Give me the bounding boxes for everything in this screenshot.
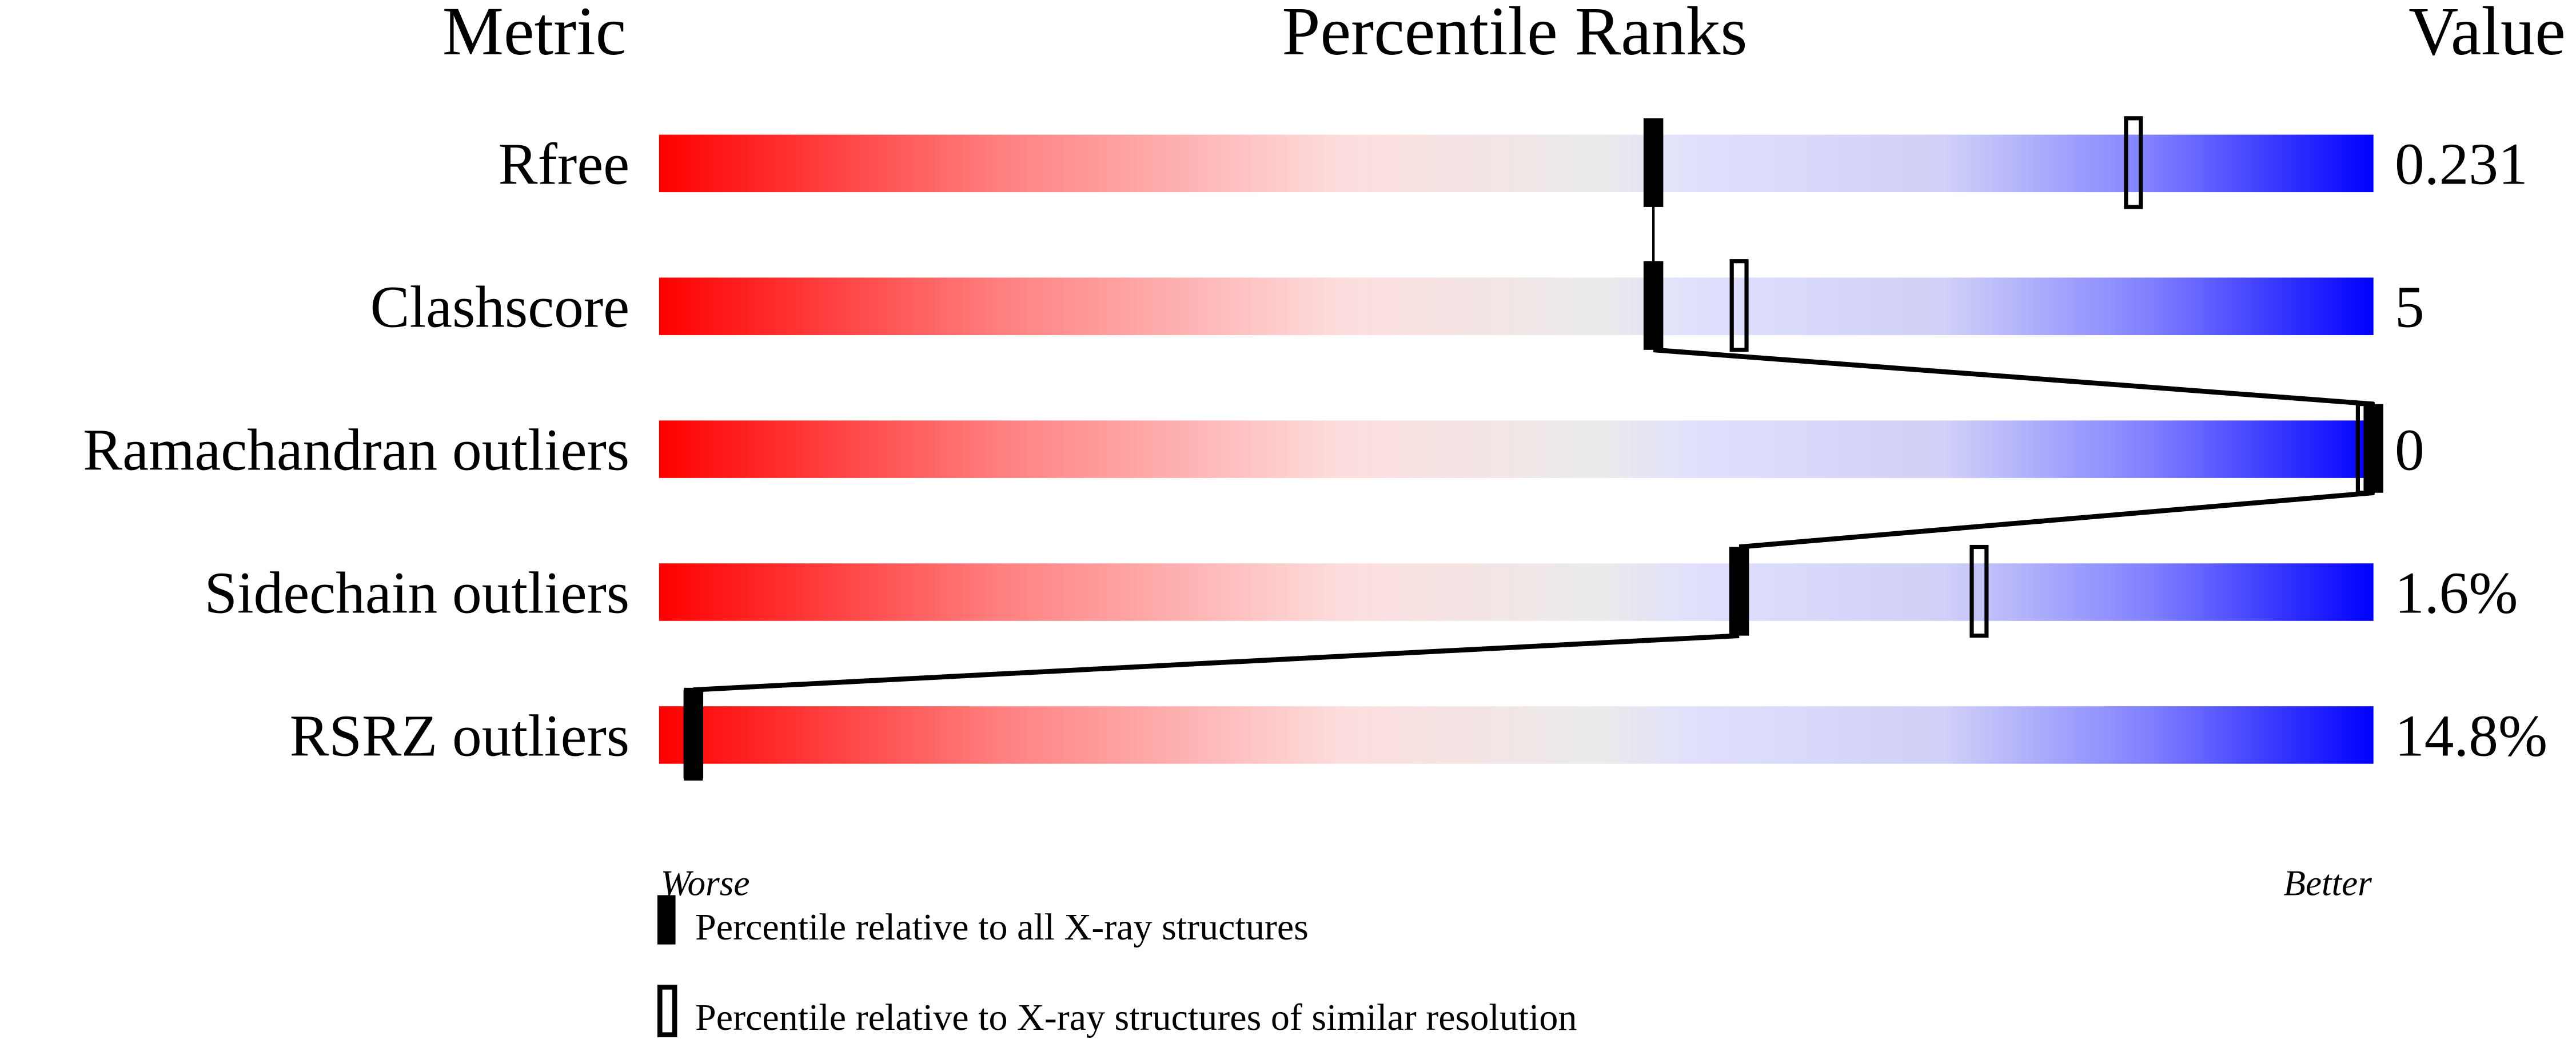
metric-value: 5: [2395, 275, 2425, 340]
marker-all-structures: [1643, 261, 1664, 350]
gradient-bar: [659, 706, 2374, 764]
marker-similar-resolution: [1729, 259, 1749, 352]
marker-all-structures: [2363, 404, 2383, 493]
metric-label: Ramachandran outliers: [83, 418, 629, 483]
gradient-bar: [659, 134, 2374, 193]
marker-all-structures: [1643, 118, 1664, 207]
marker-all-structures: [1729, 547, 1749, 636]
metric-value: 0.231: [2395, 132, 2528, 197]
metric-label: Sidechain outliers: [204, 560, 629, 626]
gradient-bar: [659, 563, 2374, 621]
axis-worse-label: Worse: [661, 863, 750, 903]
connector-line: [693, 633, 1740, 692]
header-percentile-ranks: Percentile Ranks: [1282, 0, 1747, 70]
gradient-bar: [659, 420, 2374, 478]
legend-filled-marker: [657, 895, 676, 945]
metric-value: 14.8%: [2395, 703, 2547, 769]
legend-label-similar: Percentile relative to X-ray structures …: [695, 997, 1577, 1038]
legend-open-marker: [657, 985, 677, 1037]
header-metric: Metric: [442, 0, 627, 70]
metric-label: Rfree: [499, 132, 630, 197]
legend-label-all: Percentile relative to all X-ray structu…: [695, 906, 1309, 948]
connector-line: [1738, 490, 2374, 550]
metric-label: Clashscore: [370, 275, 629, 340]
marker-all-structures: [683, 690, 704, 779]
metric-value: 1.6%: [2395, 560, 2518, 626]
header-value: Value: [2408, 0, 2566, 70]
axis-better-label: Better: [2283, 863, 2372, 903]
metric-label: RSRZ outliers: [290, 703, 630, 769]
metric-value: 0: [2395, 418, 2425, 483]
marker-similar-resolution: [2124, 116, 2143, 209]
marker-similar-resolution: [1969, 544, 1989, 638]
gradient-bar: [659, 277, 2374, 335]
connector-line: [1653, 347, 2374, 407]
